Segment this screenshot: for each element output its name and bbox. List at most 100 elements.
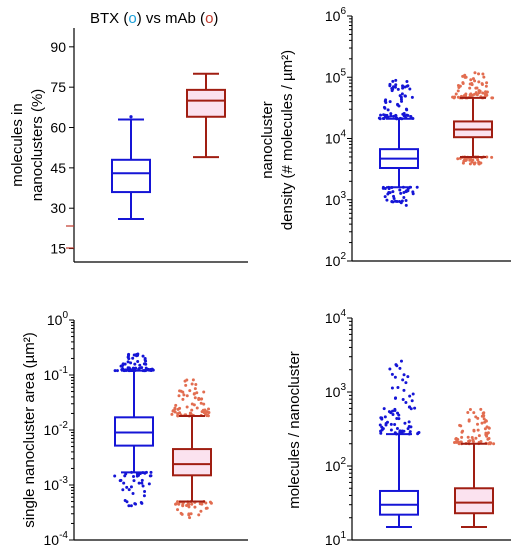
box-iqr: [379, 489, 419, 516]
y-tick-label: 75: [50, 79, 66, 95]
outlier-point: [187, 505, 191, 509]
outlier-point: [391, 190, 395, 194]
outlier-point: [456, 95, 460, 99]
outlier-point: [474, 436, 478, 440]
box-mab: [451, 71, 495, 166]
outlier-point: [202, 390, 206, 394]
outlier-point: [457, 85, 461, 89]
outlier-point: [463, 75, 467, 79]
outlier-point: [406, 427, 410, 431]
outlier-point: [185, 503, 189, 507]
outlier-point: [415, 185, 419, 189]
outlier-point: [138, 363, 142, 367]
outlier-point: [140, 481, 144, 485]
outlier-point: [476, 422, 480, 426]
outlier-point: [202, 402, 206, 406]
outlier-point: [466, 410, 470, 414]
outlier-point: [468, 82, 472, 86]
outlier-point: [379, 429, 383, 433]
outlier-point: [407, 420, 411, 424]
outlier-point: [393, 85, 397, 89]
outlier-point: [454, 437, 458, 441]
outlier-point: [380, 416, 384, 420]
outlier-point: [401, 378, 405, 382]
box-btx: [378, 359, 421, 528]
outlier-point: [381, 117, 385, 121]
outlier-point: [409, 425, 413, 429]
outlier-point: [140, 366, 144, 370]
outlier-point: [467, 419, 471, 423]
outlier-point: [464, 94, 468, 98]
outlier-point: [123, 362, 127, 366]
box-iqr: [186, 88, 226, 118]
legend-marker-btx: o: [128, 10, 136, 27]
outlier-point: [401, 86, 405, 90]
y-tick-label: 90: [50, 39, 66, 55]
outlier-point: [475, 93, 479, 97]
outlier-point: [485, 81, 489, 85]
outlier-point: [405, 108, 409, 112]
outlier-point: [190, 408, 194, 412]
outlier-point: [389, 428, 393, 432]
outlier-point: [137, 481, 141, 485]
legend-separator: vs: [142, 10, 165, 27]
y-tick-label: 10-2: [44, 420, 69, 438]
outlier-point: [188, 389, 192, 393]
box-mab: [170, 378, 213, 520]
outlier-point: [479, 407, 483, 411]
legend: BTX (o) vs mAb (o): [90, 10, 218, 27]
outlier-point: [473, 71, 477, 75]
outlier-point: [488, 442, 492, 446]
outlier-point: [398, 430, 402, 434]
outlier-point: [394, 78, 398, 82]
outlier-point: [477, 160, 481, 164]
outlier-point: [199, 509, 203, 513]
outlier-point: [393, 375, 397, 379]
outlier-point: [144, 362, 148, 366]
outlier-point: [388, 367, 392, 371]
outlier-point: [171, 409, 175, 413]
outlier-point: [383, 113, 387, 117]
y-tick-label: 106: [325, 6, 347, 24]
outlier-point: [191, 378, 195, 382]
outlier-point: [399, 191, 403, 195]
outlier-point: [411, 117, 415, 121]
outlier-point: [396, 87, 400, 91]
outlier-point: [468, 408, 472, 412]
y-tick-label: 102: [325, 456, 347, 474]
outlier-point: [484, 90, 488, 94]
outlier-point: [126, 360, 130, 364]
outlier-point: [405, 113, 409, 117]
outlier-point: [481, 72, 485, 76]
box-iqr: [172, 448, 212, 477]
outlier-point: [207, 411, 211, 415]
outlier-point: [463, 158, 467, 162]
chart-panel-bottom-right: 101 102 103 104 molecules / nanocluster: [286, 308, 511, 548]
outlier-point: [203, 412, 207, 416]
outlier-point: [200, 502, 204, 506]
outlier-point: [177, 394, 181, 398]
outlier-point: [390, 386, 394, 390]
y-axis-label: molecules in: [9, 103, 26, 186]
y-axis-label: nanocluster: [259, 101, 276, 179]
y-axis-label: density (# molecules / µm²): [279, 50, 296, 230]
outlier-point: [383, 195, 387, 199]
outlier-point: [479, 440, 483, 444]
outlier-point: [473, 79, 477, 83]
outlier-point: [405, 84, 409, 88]
outlier-point: [206, 414, 210, 418]
outlier-point: [139, 501, 143, 505]
box-btx: [111, 115, 151, 220]
outlier-point: [407, 405, 411, 409]
outlier-point: [115, 369, 119, 373]
outlier-point: [119, 478, 123, 482]
outlier-point: [201, 408, 205, 412]
outlier-point: [402, 388, 406, 392]
outlier-point: [177, 502, 181, 506]
legend-close-paren-btx: ): [137, 10, 142, 27]
outlier-point: [395, 427, 399, 431]
outlier-point: [408, 430, 412, 434]
y-tick-label: 45: [50, 160, 66, 176]
outlier-point: [468, 86, 472, 90]
y-tick-label: 30: [50, 200, 66, 216]
